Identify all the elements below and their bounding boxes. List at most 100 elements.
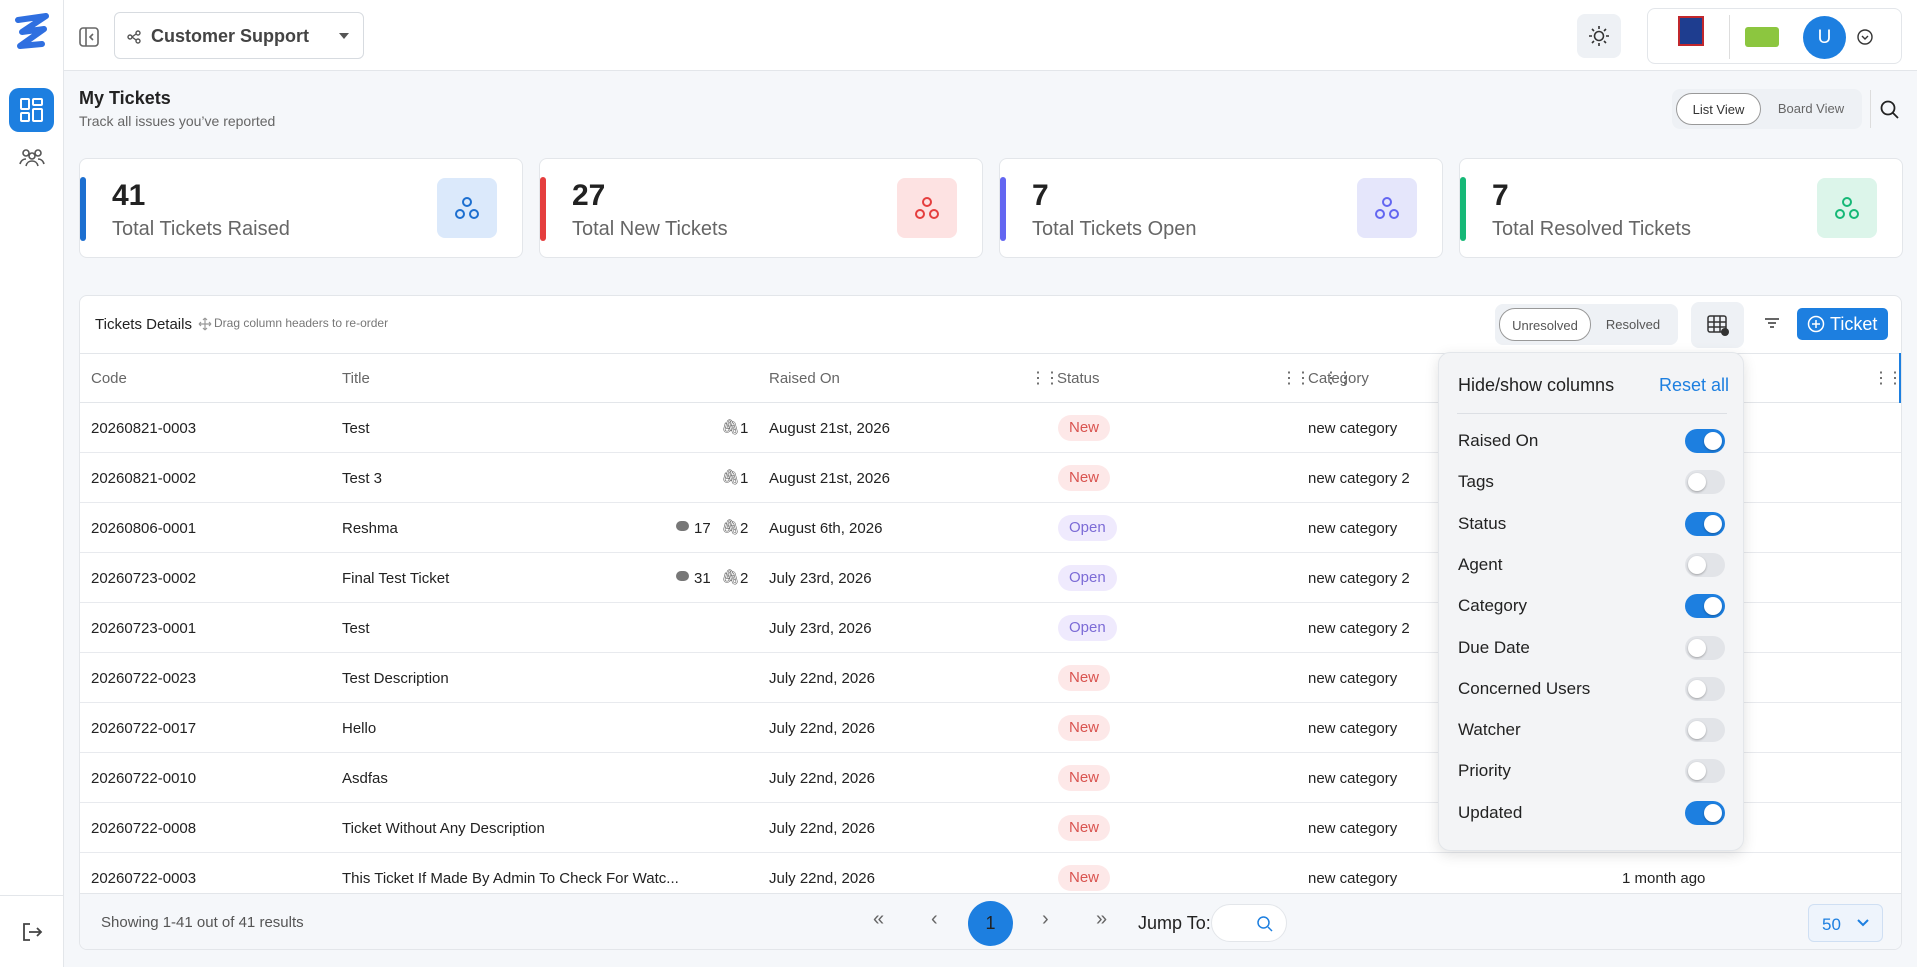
menu-item-label: Priority (1458, 761, 1511, 781)
resolution-tab[interactable]: Resolved (1605, 317, 1661, 332)
new-ticket-label: Ticket (1830, 314, 1878, 334)
drag-handle[interactable]: ⋮⋮ (1030, 370, 1060, 387)
stat-icon (1357, 178, 1417, 238)
column-header: Raised On (769, 370, 840, 387)
stat-accent (1460, 177, 1466, 241)
sidebar (0, 0, 64, 967)
brand-box: U (1647, 8, 1902, 64)
current-page[interactable]: 1 (968, 901, 1013, 946)
ticket-title: This Ticket If Made By Admin To Check Fo… (342, 870, 679, 887)
search-button[interactable] (1879, 99, 1901, 121)
column-toggle[interactable] (1685, 718, 1725, 743)
new-ticket-button[interactable]: Ticket (1797, 308, 1888, 340)
ticket-title: Test (342, 420, 370, 437)
raised-on: July 23rd, 2026 (769, 570, 872, 587)
prev-page[interactable]: ‹ (931, 908, 938, 930)
column-menu: Hide/show columns Reset all Raised On Tag… (1438, 352, 1744, 851)
toggle-knob (1688, 721, 1706, 740)
workspace-select[interactable]: Customer Support (114, 12, 364, 59)
stat-card: 7 Total Resolved Tickets (1459, 158, 1903, 258)
status-badge: New (1058, 815, 1111, 841)
stat-card: 27 Total New Tickets (539, 158, 983, 258)
menu-item-label: Watcher (1458, 720, 1521, 740)
status-badge: New (1058, 415, 1111, 441)
drag-handle[interactable]: ⋮⋮ (1323, 370, 1353, 387)
pagination: Showing 1-41 out of 41 results « ‹ 1 › »… (80, 893, 1901, 949)
page-subtitle: Track all issues you’ve reported (79, 113, 276, 129)
columns-button[interactable] (1691, 302, 1744, 348)
stat-value: 41 (112, 179, 146, 212)
column-toggle[interactable] (1685, 429, 1725, 453)
drag-handle[interactable]: ⋮⋮ (1873, 370, 1901, 387)
ticket-title: Final Test Ticket (342, 570, 450, 587)
filter-button[interactable] (1762, 313, 1782, 333)
table-title: Tickets Details (95, 316, 192, 333)
view-tab[interactable]: List View (1676, 93, 1761, 125)
category: new category 2 (1308, 620, 1410, 637)
attachment-count: 2 (740, 520, 749, 537)
status-badge: Open (1058, 515, 1117, 541)
page-title: My Tickets (79, 88, 171, 108)
comment-count: 17 (694, 520, 711, 537)
page-size-select[interactable]: 50 (1808, 904, 1883, 942)
toggle-knob (1704, 514, 1722, 533)
attachment-count: 1 (740, 420, 749, 437)
avatar[interactable]: U (1803, 16, 1846, 59)
resolution-tabs: Unresolved Resolved (1495, 304, 1678, 345)
column-toggle[interactable] (1685, 470, 1725, 495)
workspace-name: Customer Support (151, 26, 310, 46)
view-tab[interactable]: Board View (1777, 101, 1845, 116)
ticket-code: 20260722-0023 (91, 670, 197, 687)
stat-label: Total New Tickets (572, 218, 728, 240)
ticket-title: Ticket Without Any Description (342, 820, 545, 837)
toggle-knob (1688, 762, 1706, 781)
attachment-icon: 🖇 (721, 469, 741, 486)
stat-value: 7 (1492, 179, 1509, 212)
raised-on: August 6th, 2026 (769, 520, 883, 537)
ticket-title: Test 3 (342, 470, 383, 487)
raised-on: July 22nd, 2026 (769, 670, 875, 687)
menu-item-label: Due Date (1458, 637, 1530, 657)
status-badge: Open (1058, 615, 1117, 641)
ticket-code: 20260722-0003 (91, 870, 197, 887)
ticket-title: Hello (342, 720, 377, 737)
table-row[interactable]: 20260722-0003 This Ticket If Made By Admi… (80, 853, 1901, 893)
next-page[interactable]: › (1042, 908, 1049, 930)
drag-handle[interactable]: ⋮⋮ (1281, 370, 1311, 387)
column-toggle[interactable] (1685, 552, 1725, 577)
users-nav[interactable] (17, 145, 47, 169)
ticket-code: 20260722-0017 (91, 720, 197, 737)
raised-on: July 22nd, 2026 (769, 770, 875, 787)
resolution-tab[interactable]: Unresolved (1499, 308, 1591, 341)
column-toggle[interactable] (1685, 511, 1725, 536)
dashboard-nav[interactable] (9, 88, 54, 132)
view-switch: List View Board View (1672, 89, 1862, 129)
collapse-sidebar[interactable] (78, 26, 100, 48)
comment-icon (676, 521, 689, 531)
comment-count: 31 (694, 570, 711, 587)
theme-toggle[interactable] (1577, 14, 1621, 58)
column-toggle[interactable] (1685, 800, 1725, 825)
column-toggle[interactable] (1685, 594, 1725, 619)
jump-input[interactable] (1211, 904, 1287, 942)
menu-item-label: Category (1458, 596, 1527, 616)
first-page[interactable]: « (873, 908, 885, 930)
column-toggle[interactable] (1685, 676, 1725, 701)
column-toggle[interactable] (1685, 635, 1725, 660)
attachment-count: 1 (740, 470, 749, 487)
stat-icon (437, 178, 497, 238)
status-badge: New (1058, 715, 1111, 741)
ticket-code: 20260723-0001 (91, 620, 197, 637)
menu-item-label: Updated (1458, 802, 1523, 822)
logout-button[interactable] (20, 920, 44, 944)
last-page[interactable]: » (1096, 908, 1108, 930)
reset-all[interactable]: Reset all (1659, 375, 1730, 395)
menu-item-label: Tags (1458, 472, 1494, 492)
stat-value: 7 (1032, 179, 1049, 212)
category: new category 2 (1308, 470, 1410, 487)
column-toggle[interactable] (1685, 759, 1725, 784)
column-header: Status (1057, 370, 1100, 387)
comment-icon (676, 571, 689, 581)
stat-icon (897, 178, 957, 238)
